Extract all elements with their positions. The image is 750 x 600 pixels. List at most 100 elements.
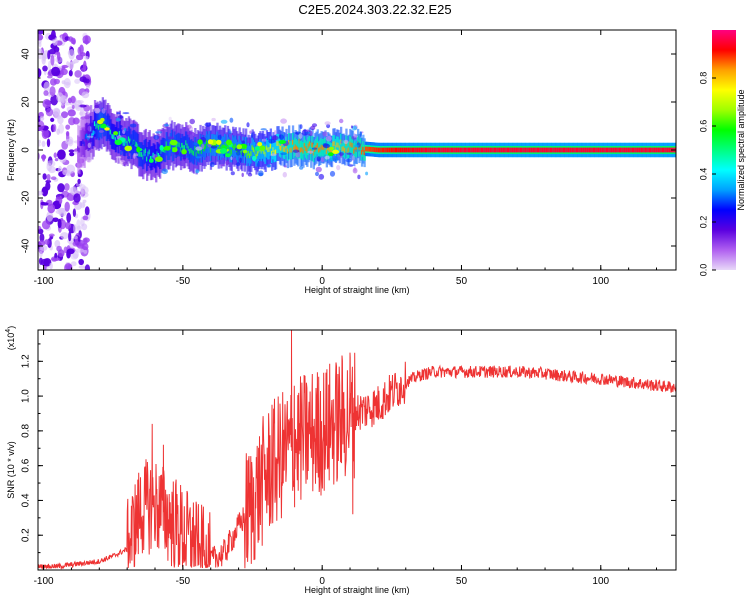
ridge-core bbox=[276, 141, 279, 146]
speckle bbox=[338, 152, 344, 156]
ridge-core bbox=[260, 148, 263, 154]
noise-blob bbox=[48, 48, 56, 55]
spectrogram-y-axis-label: Frequency (Hz) bbox=[6, 119, 16, 181]
speckle bbox=[253, 142, 256, 146]
speckle bbox=[346, 152, 352, 155]
ridge-core bbox=[534, 147, 537, 153]
ridge-core bbox=[366, 146, 369, 152]
x-tick-label: -100 bbox=[34, 576, 54, 587]
ridge-core bbox=[271, 150, 274, 156]
ridge-core bbox=[277, 141, 280, 146]
speckle bbox=[156, 129, 164, 132]
speckle bbox=[257, 161, 260, 168]
speckle bbox=[149, 165, 153, 168]
ridge-core bbox=[127, 136, 131, 142]
ridge-core bbox=[251, 145, 254, 151]
ridge-core bbox=[655, 147, 658, 153]
noise-blob bbox=[57, 183, 65, 193]
ridge-core bbox=[301, 147, 304, 152]
noise-blob bbox=[58, 123, 64, 134]
ridge-core bbox=[144, 148, 147, 154]
ridge-core bbox=[79, 141, 82, 146]
noise-blob bbox=[38, 190, 44, 196]
ridge-core bbox=[234, 143, 237, 149]
ridge-core bbox=[584, 147, 588, 153]
speckle bbox=[324, 155, 330, 160]
x-tick-label: 0 bbox=[319, 276, 325, 287]
ridge-core bbox=[96, 122, 99, 128]
ridge-blob bbox=[328, 152, 334, 157]
x-tick-label: 100 bbox=[592, 576, 609, 587]
ridge-core bbox=[152, 152, 155, 158]
ridge-core bbox=[469, 147, 472, 153]
speckle bbox=[241, 172, 244, 177]
ridge-core bbox=[517, 147, 520, 153]
ridge-core bbox=[246, 153, 249, 159]
speckle bbox=[116, 112, 121, 115]
speckle bbox=[129, 123, 137, 128]
ridge-core bbox=[427, 147, 430, 153]
noise-blob bbox=[79, 44, 84, 55]
ridge-core bbox=[538, 147, 541, 153]
snr-x-axis-label: Height of straight line (km) bbox=[304, 585, 409, 595]
ridge-core bbox=[562, 147, 565, 153]
ridge-core bbox=[600, 147, 603, 153]
noise-blob bbox=[51, 30, 56, 40]
ridge-core bbox=[146, 156, 149, 162]
noise-blob bbox=[39, 116, 45, 121]
speckle bbox=[260, 128, 267, 131]
ridge-core bbox=[405, 147, 408, 153]
ridge-core bbox=[631, 147, 634, 153]
speckle bbox=[101, 108, 106, 114]
ridge-core bbox=[588, 147, 592, 153]
spectrogram-ticks: -100 -50 0 50 100 -40 -20 0 20 40 bbox=[21, 29, 676, 287]
ridge-core bbox=[557, 147, 560, 153]
ridge-core bbox=[552, 147, 555, 153]
speckle bbox=[311, 147, 318, 150]
ridge-core bbox=[440, 147, 443, 153]
noise-blob bbox=[64, 201, 70, 212]
ridge-core bbox=[476, 147, 480, 153]
ridge-core bbox=[93, 121, 97, 127]
ridge-core bbox=[308, 141, 312, 147]
noise-blob bbox=[42, 173, 47, 180]
noise-blob bbox=[44, 239, 50, 245]
ridge-core bbox=[436, 147, 439, 153]
ridge-core bbox=[663, 147, 666, 153]
ridge-core bbox=[401, 147, 404, 153]
speckle bbox=[336, 164, 341, 171]
speckle bbox=[210, 145, 217, 149]
ridge-core bbox=[592, 147, 595, 153]
ridge-core bbox=[282, 146, 285, 152]
ridge-core bbox=[543, 147, 546, 153]
speckle bbox=[236, 162, 241, 167]
ridge-core bbox=[367, 146, 370, 152]
speckle bbox=[324, 121, 331, 126]
y-tick-label: -20 bbox=[21, 190, 32, 205]
ridge-core bbox=[502, 147, 506, 153]
ridge-core bbox=[230, 149, 233, 155]
ridge-core bbox=[629, 147, 632, 153]
ridge-core bbox=[461, 147, 464, 153]
ridge-core bbox=[506, 147, 509, 153]
ridge-core bbox=[138, 151, 141, 157]
ridge-core bbox=[269, 143, 272, 149]
speckle bbox=[193, 142, 198, 145]
ridge-core bbox=[571, 147, 575, 153]
noise-blob bbox=[79, 76, 87, 83]
ridge-core bbox=[399, 147, 403, 153]
noise-blob bbox=[83, 60, 87, 72]
ridge-core bbox=[470, 147, 473, 153]
noise-blob bbox=[42, 99, 51, 109]
noise-blob bbox=[69, 152, 75, 157]
ridge-core bbox=[397, 147, 400, 153]
noise-blob bbox=[64, 183, 70, 191]
speckle bbox=[332, 156, 339, 163]
ridge-core bbox=[603, 147, 606, 153]
ridge-core bbox=[549, 147, 552, 153]
x-tick-label: -50 bbox=[176, 576, 191, 587]
ridge-core bbox=[419, 147, 422, 153]
speckle bbox=[115, 156, 122, 159]
ridge-core bbox=[342, 146, 345, 152]
speckle bbox=[329, 157, 334, 162]
